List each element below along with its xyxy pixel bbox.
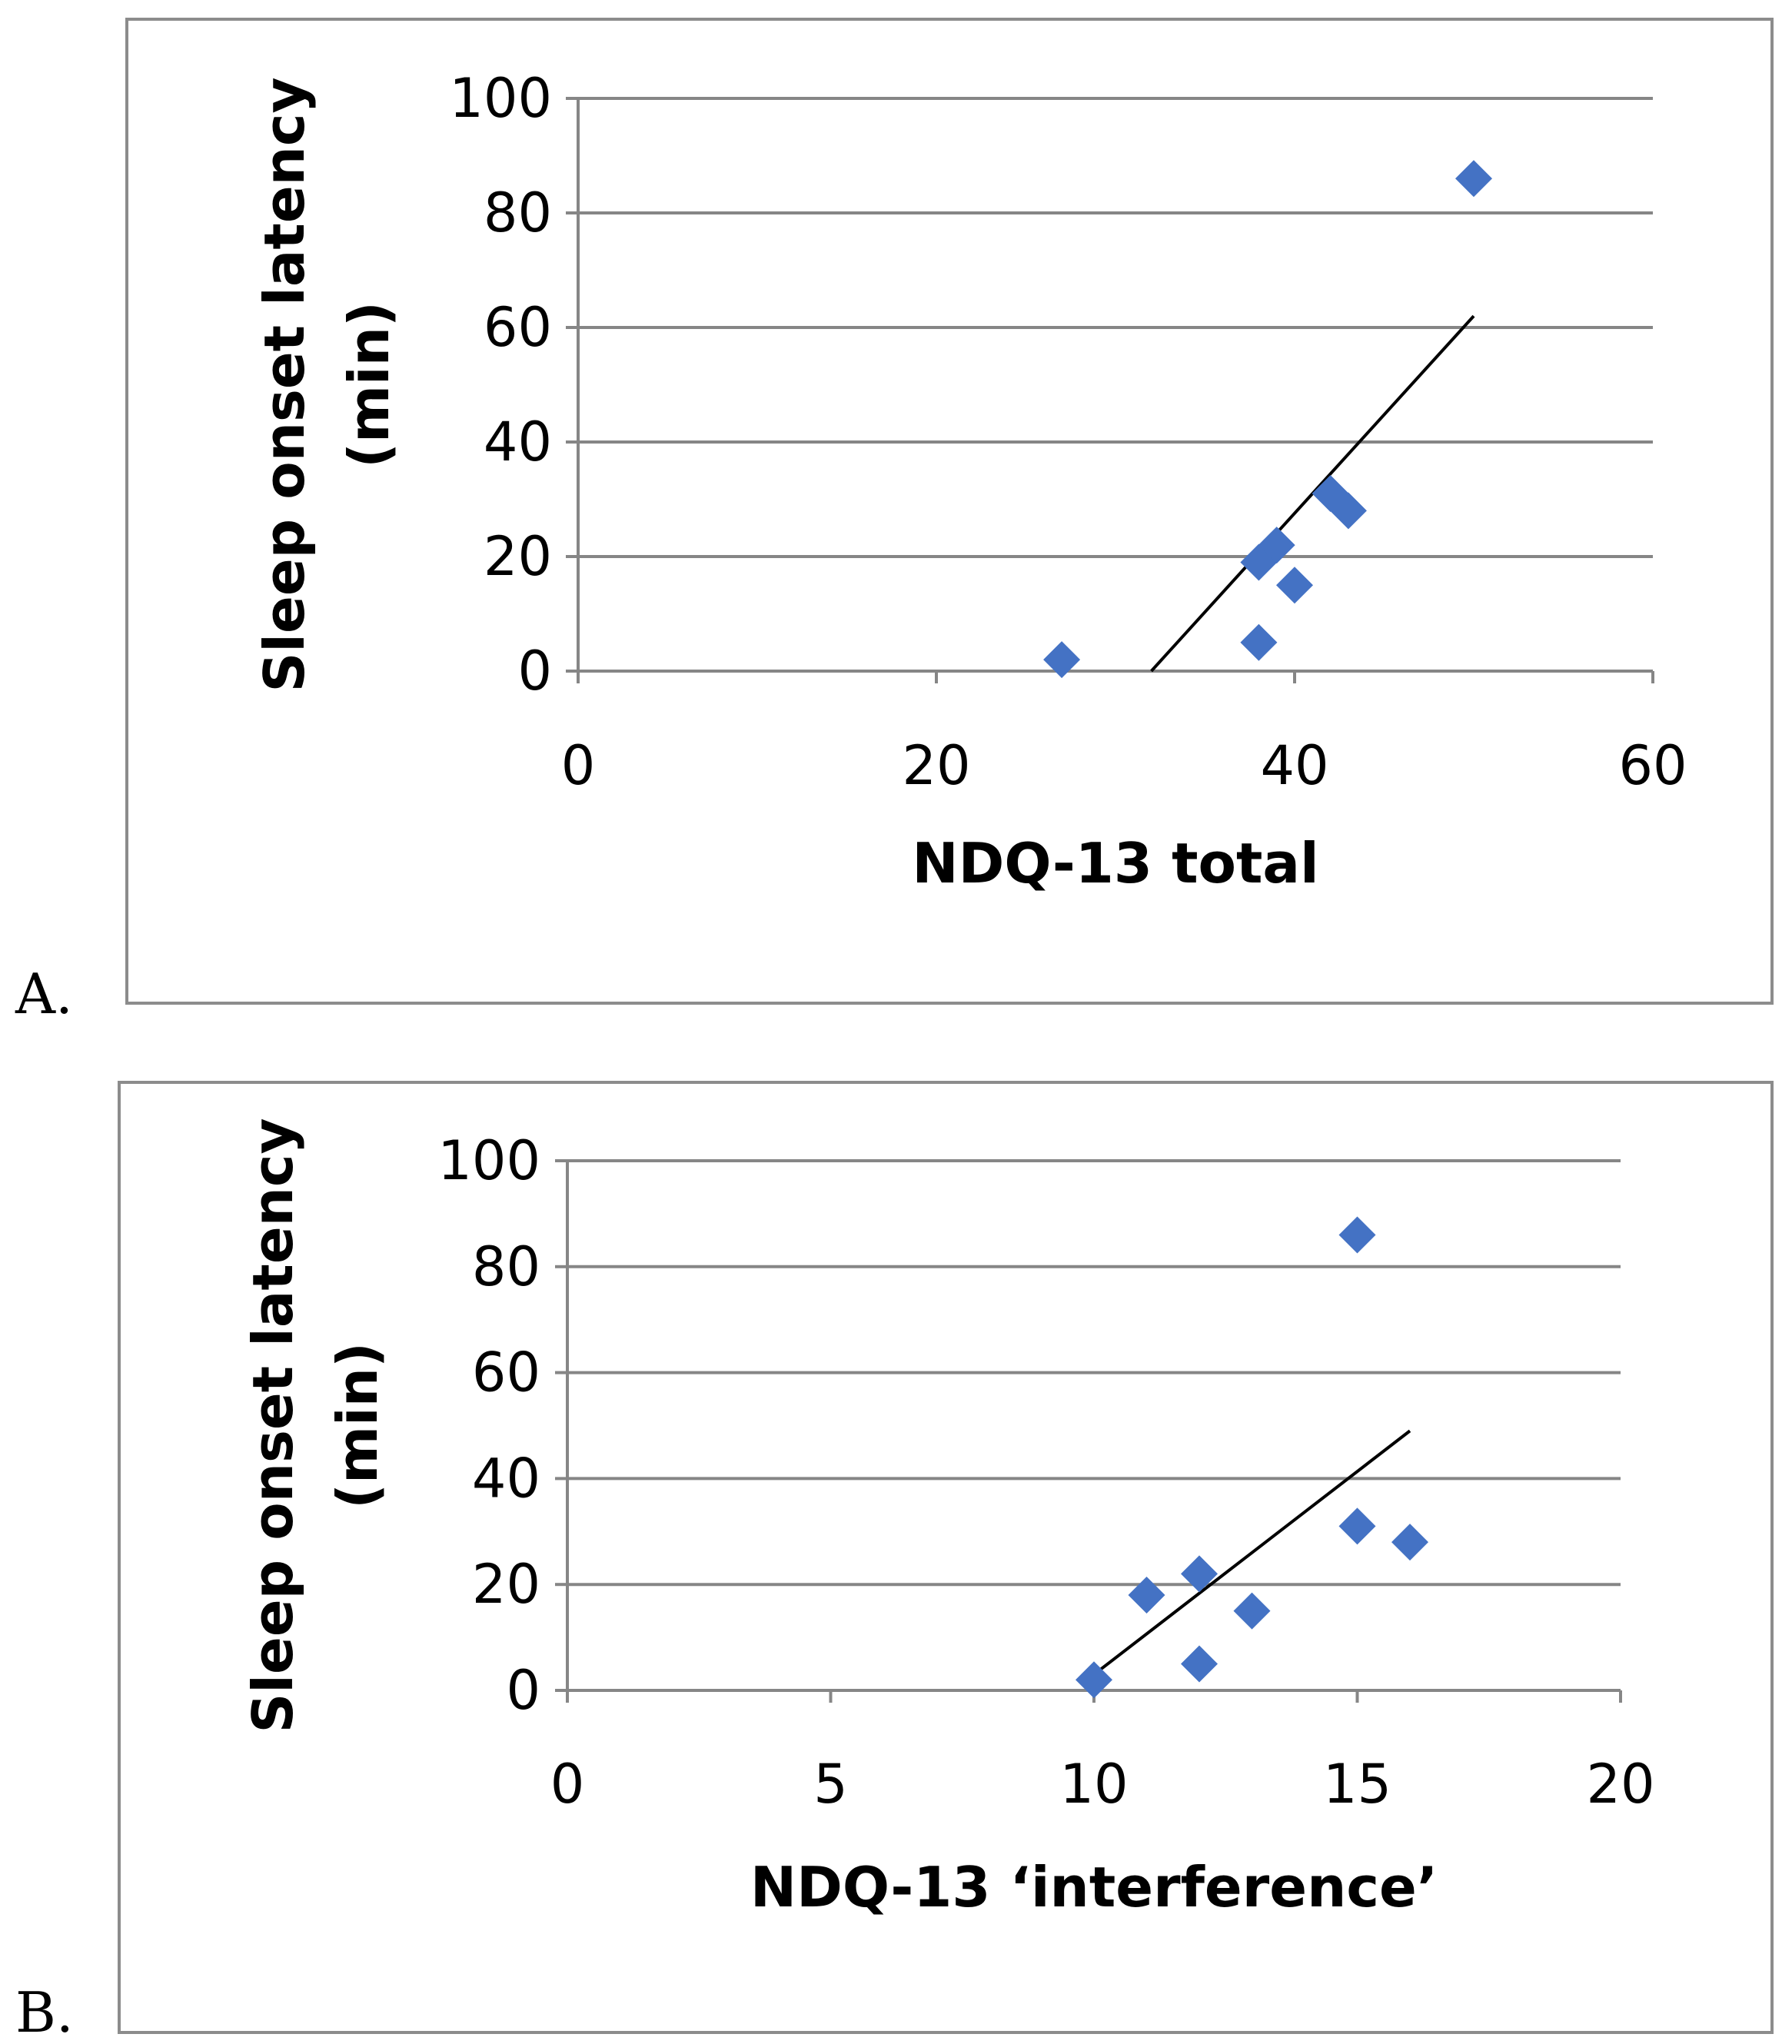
chart-frame [118,1081,1774,2034]
data-point [1276,567,1313,604]
y-tick-label: 20 [484,525,552,588]
data-point [1391,1524,1428,1561]
data-point [1181,1645,1218,1683]
panel-b: 0 20 40 60 80 100 0 5 10 15 20 NDQ-13 ‘interference… [118,1081,1774,2034]
x-tick-label: 15 [1323,1753,1391,1816]
x-axis-title: NDQ-13 total [912,831,1318,896]
panel-label: A. [15,962,73,1026]
data-point [1233,1592,1271,1630]
data-point [1076,1661,1112,1699]
data-point [1181,1555,1218,1593]
y-tick-label: 60 [484,296,552,359]
data-point [1258,527,1295,564]
panel-a: 0 20 40 60 80 100 0 20 40 60 NDQ-13 total Sleep ons… [125,18,1774,1005]
x-tick-label: 0 [561,734,596,797]
x-tick-label: 20 [1586,1753,1654,1816]
data-point [1455,160,1492,198]
y-tick-label: 100 [437,1129,540,1192]
y-axis-unit: (min) [337,301,401,468]
x-tick-label: 20 [902,734,970,797]
x-axis-title: NDQ-13 ‘interference’ [750,1855,1438,1919]
chart-frame [125,18,1774,1005]
data-point [1128,1576,1165,1614]
data-point [1043,641,1081,679]
y-tick-label: 40 [484,410,552,474]
y-axis-title: Sleep onset latency [241,1118,305,1733]
x-tick-label: 5 [813,1753,848,1816]
y-tick-label: 20 [472,1553,540,1616]
y-tick-label: 40 [472,1447,540,1510]
data-point [1240,623,1278,661]
x-tick-label: 0 [550,1753,585,1816]
panel-label: B. [15,1980,74,2044]
x-tick-label: 60 [1618,734,1687,797]
y-tick-label: 0 [517,640,552,703]
data-point [1329,492,1367,530]
y-tick-label: 80 [472,1235,540,1298]
x-tick-label: 10 [1059,1753,1128,1816]
data-point [1338,1216,1376,1254]
y-tick-label: 100 [449,67,552,130]
y-tick-label: 0 [506,1659,540,1722]
data-point [1338,1507,1376,1545]
trendline [1092,1429,1411,1676]
y-tick-label: 60 [472,1341,540,1404]
x-tick-label: 40 [1260,734,1328,797]
y-tick-label: 80 [484,181,552,244]
y-axis-title: Sleep onset latency [252,77,317,692]
y-axis-unit: (min) [325,1342,390,1509]
